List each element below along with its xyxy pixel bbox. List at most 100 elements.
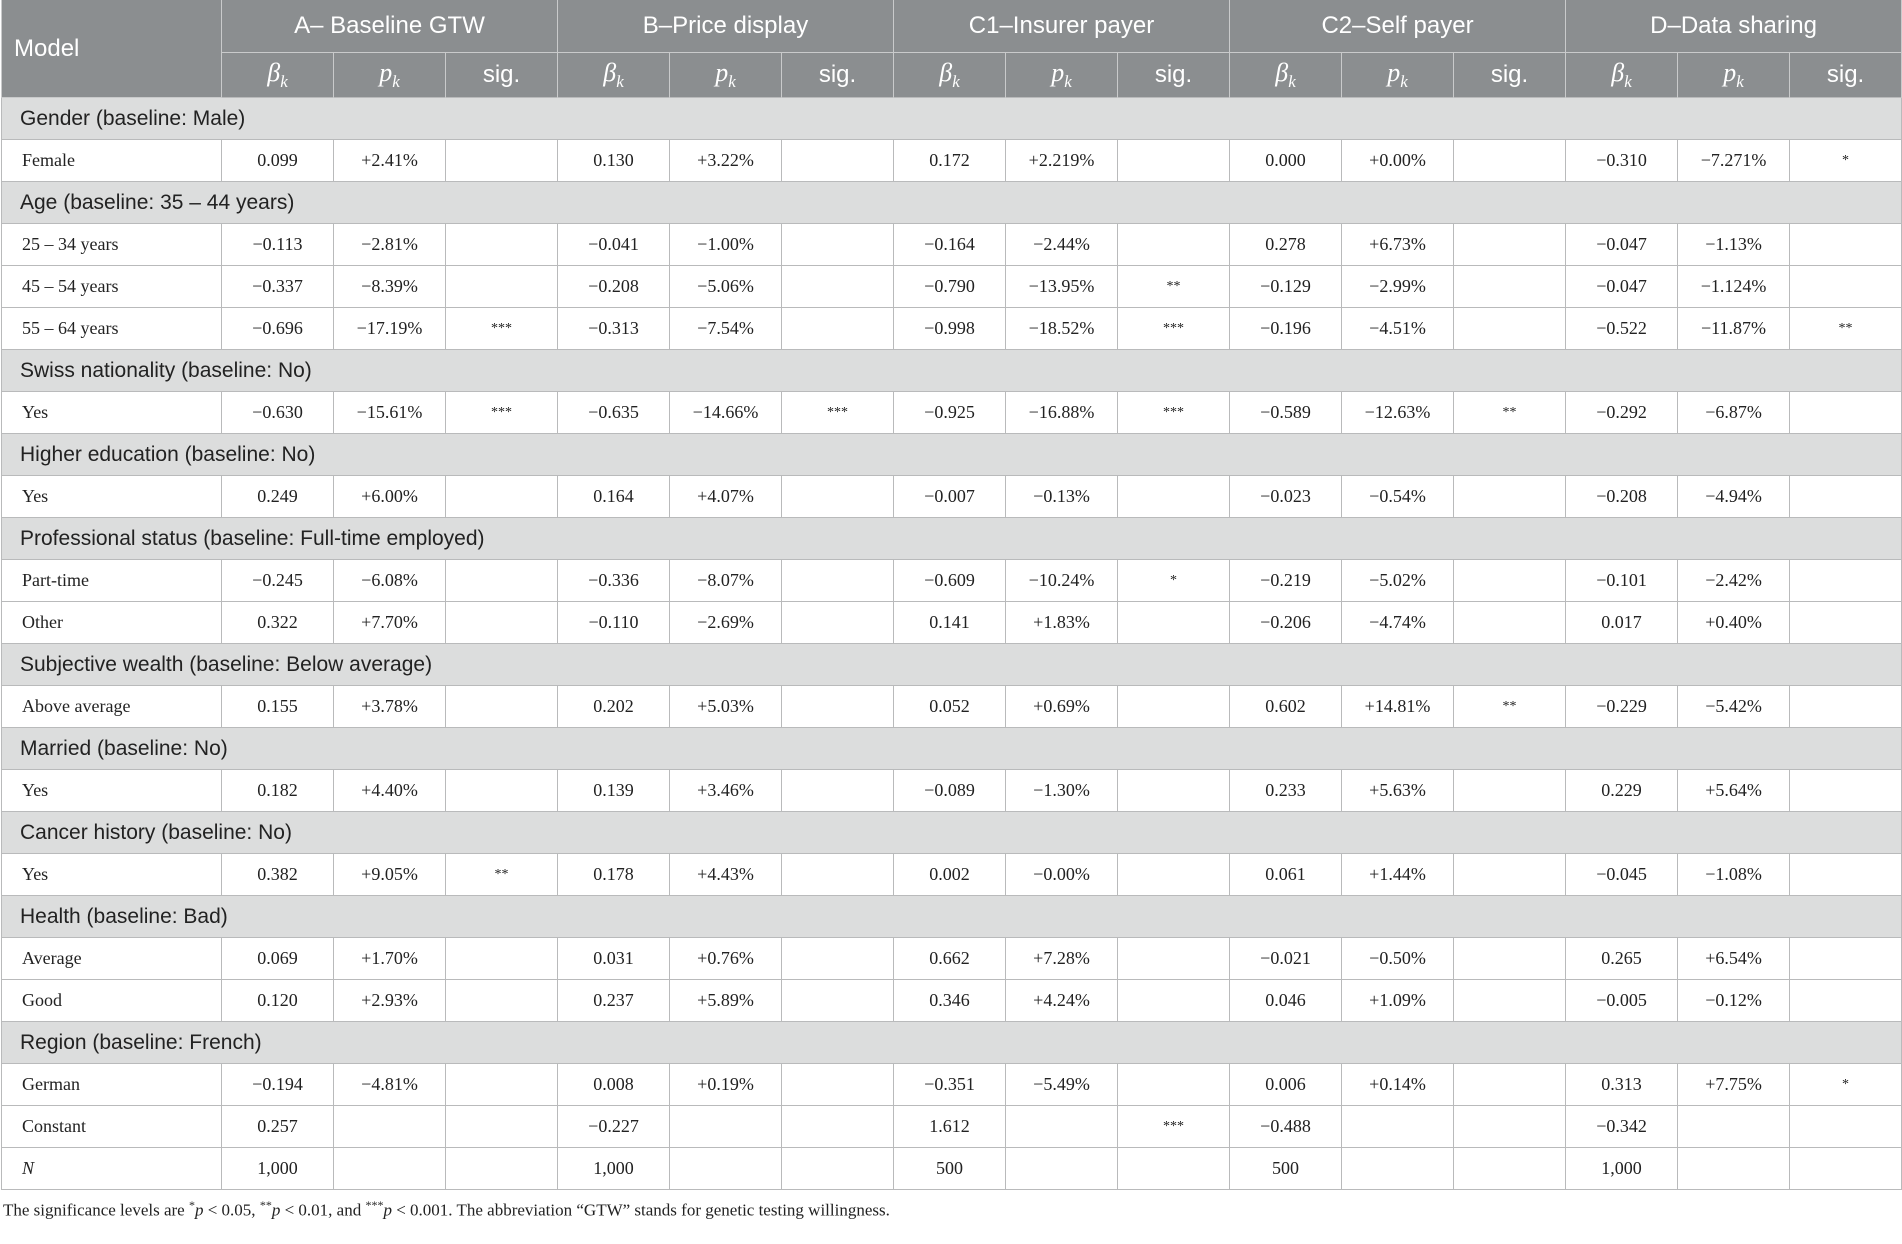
coefficient: −0.292 [1565,391,1679,434]
row-label: Yes [1,391,222,434]
significance [1789,685,1902,728]
probability-change [1677,1147,1791,1190]
probability-change: −1.13% [1677,223,1791,266]
significance: *** [1117,1105,1230,1148]
probability-change [333,1105,446,1148]
sub-header: sig. [1117,52,1230,98]
table-body: Gender (baseline: Male) Female 0.099 +2.41%… [0,97,1902,1190]
significance [781,685,894,728]
data-row: Constant 0.257 −0.227 1.612 *** −0.488 −0.342 [1,1105,1902,1148]
coefficient: 0.202 [557,685,670,728]
significance [1452,139,1567,182]
significance: * [1789,139,1902,182]
significance [781,559,894,602]
probability-change: −7.271% [1677,139,1791,182]
row-label: 55 – 64 years [1,307,222,350]
significance [445,769,558,812]
coefficient: −0.337 [221,265,334,308]
probability-change: −6.08% [333,559,446,602]
significance: ** [1117,265,1230,308]
data-row: Yes −0.630 −15.61% *** −0.635 −14.66% *** −0.92… [1,391,1902,434]
probability-change [669,1105,782,1148]
coefficient: 0.313 [1565,1063,1679,1106]
probability-change: −4.94% [1677,475,1791,518]
significance: *** [781,391,894,434]
row-label: N [1,1147,222,1190]
row-label: 45 – 54 years [1,265,222,308]
probability-change: +0.14% [1341,1063,1454,1106]
probability-change: +4.24% [1005,979,1118,1022]
probability-change: −5.49% [1005,1063,1118,1106]
sub-header: pk [333,52,446,98]
probability-change: −2.69% [669,601,782,644]
probability-change: −0.54% [1341,475,1454,518]
coefficient: −0.047 [1565,223,1679,266]
row-label: Yes [1,853,222,896]
symbol: β [1611,58,1625,88]
sub-header: pk [669,52,782,98]
coefficient: 0.602 [1229,685,1342,728]
coefficient: −0.113 [221,223,334,266]
coefficient: 0.139 [557,769,670,812]
probability-change: +1.09% [1341,979,1454,1022]
coefficient: 0.061 [1229,853,1342,896]
row-label: Female [1,139,222,182]
probability-change: +14.81% [1341,685,1454,728]
data-row: Part-time −0.245 −6.08% −0.336 −8.07% −0.609−… [1,559,1902,602]
significance: *** [445,391,558,434]
probability-change: +0.76% [669,937,782,980]
significance [1117,475,1230,518]
probability-change: +0.40% [1677,601,1791,644]
probability-change [1005,1147,1118,1190]
probability-change: +2.219% [1005,139,1118,182]
coefficient: −0.310 [1565,139,1679,182]
footnote: The significance levels are *p < 0.05, *… [3,1198,1902,1221]
probability-change: −1.08% [1677,853,1791,896]
probability-change: +4.40% [333,769,446,812]
probability-change: +6.54% [1677,937,1791,980]
significance [1117,601,1230,644]
coefficient: 0.017 [1565,601,1679,644]
coefficient: −0.609 [893,559,1006,602]
group-row: Married (baseline: No) [0,727,1902,770]
significance [1452,937,1567,980]
sub-header: sig. [1789,52,1902,98]
significance [445,979,558,1022]
significance [1117,139,1230,182]
probability-change: −4.51% [1341,307,1454,350]
significance [781,1147,894,1190]
coefficient: 0.000 [1229,139,1342,182]
coefficient: 0.382 [221,853,334,896]
data-row: German −0.194 −4.81% 0.008 +0.19% −0.351 −5.49… [1,1063,1902,1106]
coefficient: 0.002 [893,853,1006,896]
significance [1789,265,1902,308]
significance [1117,1147,1230,1190]
significance: * [1789,1063,1902,1106]
coefficient: 1,000 [221,1147,334,1190]
data-row: Good 0.120 +2.93% 0.237 +5.89% 0.346 +4.24% 0.0… [1,979,1902,1022]
sub-header: pk [1005,52,1118,98]
sub-header: sig. [445,52,558,98]
model-name: A– Baseline GTW [221,0,558,53]
probability-change [1341,1105,1454,1148]
coefficient: 0.249 [221,475,334,518]
row-label: Part-time [1,559,222,602]
symbol-index: k [952,71,960,91]
symbol: p [379,58,393,88]
sub-header: βk [1565,52,1679,98]
probability-change: −14.66% [669,391,782,434]
coefficient: −0.696 [221,307,334,350]
data-row: 45 – 54 years −0.337 −8.39% −0.208 −5.06% −0.… [1,265,1902,308]
significance [445,1147,558,1190]
significance [781,223,894,266]
significance [1117,223,1230,266]
model-name: B–Price display [557,0,894,53]
coefficient: −0.110 [557,601,670,644]
group-heading: Age (baseline: 35 – 44 years) [0,181,1902,224]
group-heading: Region (baseline: French) [0,1021,1902,1064]
significance [1789,937,1902,980]
coefficient: 0.182 [221,769,334,812]
significance [445,265,558,308]
significance [781,265,894,308]
